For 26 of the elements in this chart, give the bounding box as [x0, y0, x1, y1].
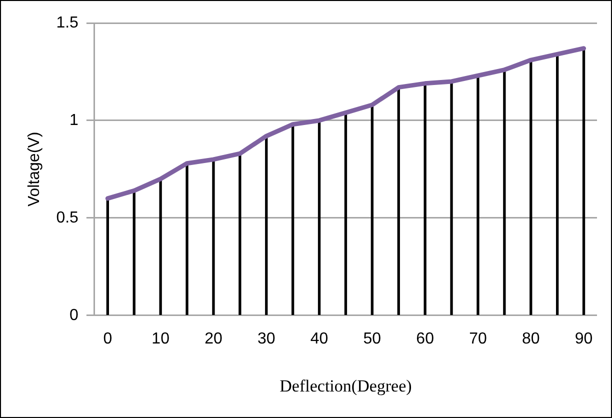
x-tick-label: 40 — [310, 330, 328, 348]
x-tick-label: 80 — [522, 330, 540, 348]
y-tick-label: 0 — [70, 306, 79, 324]
y-tick-label: 1 — [70, 112, 79, 129]
x-axis-title: Deflection(Degree) — [280, 376, 412, 396]
bar — [159, 178, 162, 315]
bar — [370, 104, 374, 315]
bar — [265, 136, 268, 315]
bar — [450, 81, 453, 315]
x-tick-label: 90 — [574, 330, 593, 348]
x-tick-label: 30 — [257, 330, 276, 348]
x-tick-label: 10 — [152, 330, 170, 348]
x-tick-label: 0 — [103, 330, 112, 348]
x-tick-label: 60 — [416, 330, 434, 348]
bar — [238, 153, 242, 315]
x-tick-label: 70 — [469, 330, 487, 348]
bar — [106, 198, 109, 315]
x-tick-label: 50 — [363, 330, 382, 348]
bar — [212, 159, 215, 315]
y-tick-label: 0.5 — [56, 209, 79, 226]
bar — [397, 87, 400, 315]
y-tick-label: 1.5 — [56, 14, 79, 32]
x-tick-label: 20 — [204, 330, 222, 348]
y-axis-title: Voltage(V) — [26, 132, 44, 207]
bar — [318, 120, 321, 315]
bar — [582, 48, 586, 315]
